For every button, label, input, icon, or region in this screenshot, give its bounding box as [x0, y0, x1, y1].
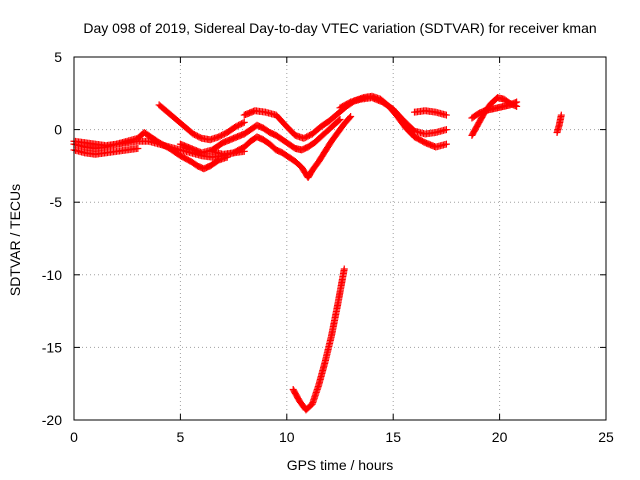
data-points [70, 92, 565, 414]
data-point [442, 126, 450, 134]
y-tick-label: -20 [42, 412, 62, 428]
plot-frame [73, 56, 607, 421]
data-point [239, 119, 247, 127]
x-tick-label: 0 [70, 429, 78, 445]
y-tick-label: -15 [42, 339, 62, 355]
series-track-h [336, 94, 450, 138]
data-point [335, 116, 343, 124]
series-track-d [155, 101, 248, 144]
y-tick-label: 5 [54, 49, 62, 65]
x-tick-label: 10 [279, 429, 295, 445]
x-axis-title: GPS time / hours [287, 457, 394, 473]
x-tick-label: 15 [385, 429, 401, 445]
data-point [336, 115, 344, 123]
data-point [442, 111, 450, 119]
series-track-l [553, 111, 565, 137]
y-tick-label: -5 [50, 194, 63, 210]
series-track-j [468, 94, 521, 139]
chart-title: Day 098 of 2019, Sidereal Day-to-day VTE… [83, 20, 596, 36]
data-point [340, 265, 348, 273]
grid [74, 57, 606, 420]
data-point [442, 140, 450, 148]
data-point [347, 113, 355, 121]
data-point [240, 118, 248, 126]
y-tick-label: 0 [54, 122, 62, 138]
data-point [557, 111, 565, 119]
y-tick-label: -10 [42, 267, 62, 283]
data-point [513, 98, 521, 106]
data-point [346, 114, 354, 122]
series-track-b [70, 129, 231, 173]
x-tick-label: 20 [492, 429, 508, 445]
series-track-f [208, 113, 355, 182]
x-tick-label: 5 [177, 429, 185, 445]
series-track-m [289, 265, 348, 414]
x-tick-label: 25 [598, 429, 614, 445]
y-axis-title: SDTVAR / TECUs [7, 184, 23, 296]
data-point [134, 144, 142, 152]
series-track-c [70, 144, 142, 158]
series-track-k [468, 98, 521, 122]
series-track-i [410, 107, 450, 119]
series-track-e [176, 115, 344, 157]
axis-ticks: 0 5 10 15 20 25 -20 -15 -10 -5 0 5 [42, 49, 614, 445]
